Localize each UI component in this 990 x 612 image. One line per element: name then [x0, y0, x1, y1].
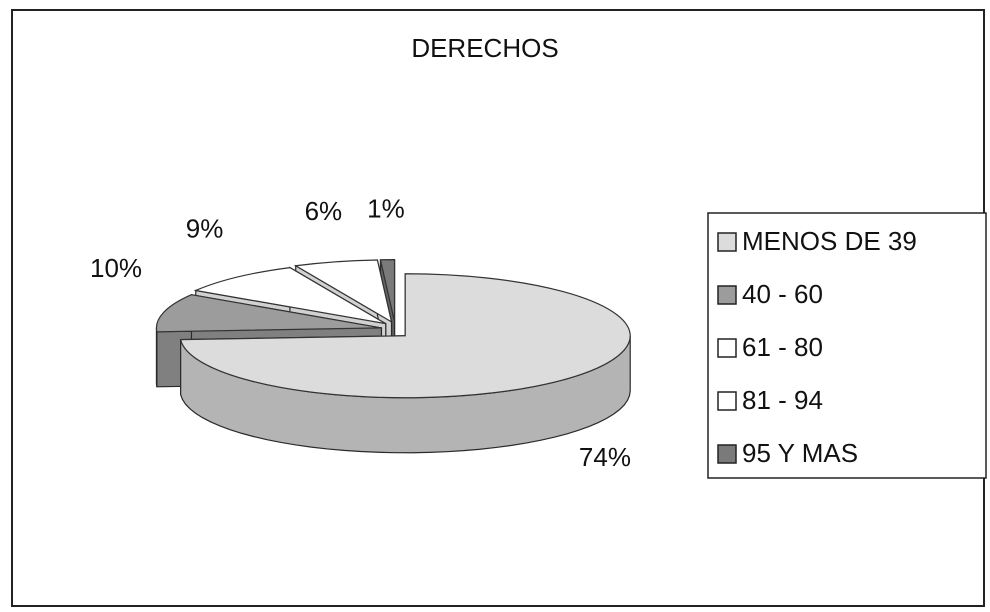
slice-top [193, 266, 387, 325]
slice-top [179, 273, 631, 399]
data-label: 74% [579, 442, 631, 472]
legend-swatch [717, 285, 737, 305]
legend-box [707, 212, 987, 479]
legend-label: 61 - 80 [742, 332, 823, 362]
data-label: 1% [367, 194, 405, 224]
legend-label: 95 Y MAS [742, 438, 858, 468]
legend-swatch [717, 444, 737, 464]
legend-swatch [717, 338, 737, 358]
chart-title: DERECHOS [411, 33, 558, 63]
legend-swatch [717, 391, 737, 411]
slice-top [293, 259, 393, 324]
legend: MENOS DE 39 40 - 60 61 - 80 81 - 94 95 Y MAS [717, 226, 917, 468]
legend-label: 40 - 60 [742, 279, 823, 309]
legend-swatch [717, 232, 737, 252]
data-label: 10% [90, 253, 142, 283]
pie-slice [179, 273, 631, 454]
legend-label: MENOS DE 39 [742, 226, 917, 256]
data-label: 6% [305, 196, 343, 226]
slice-top [155, 294, 382, 333]
slice-top [379, 259, 396, 322]
data-label: 9% [186, 213, 224, 243]
legend-label: 81 - 94 [742, 385, 823, 415]
